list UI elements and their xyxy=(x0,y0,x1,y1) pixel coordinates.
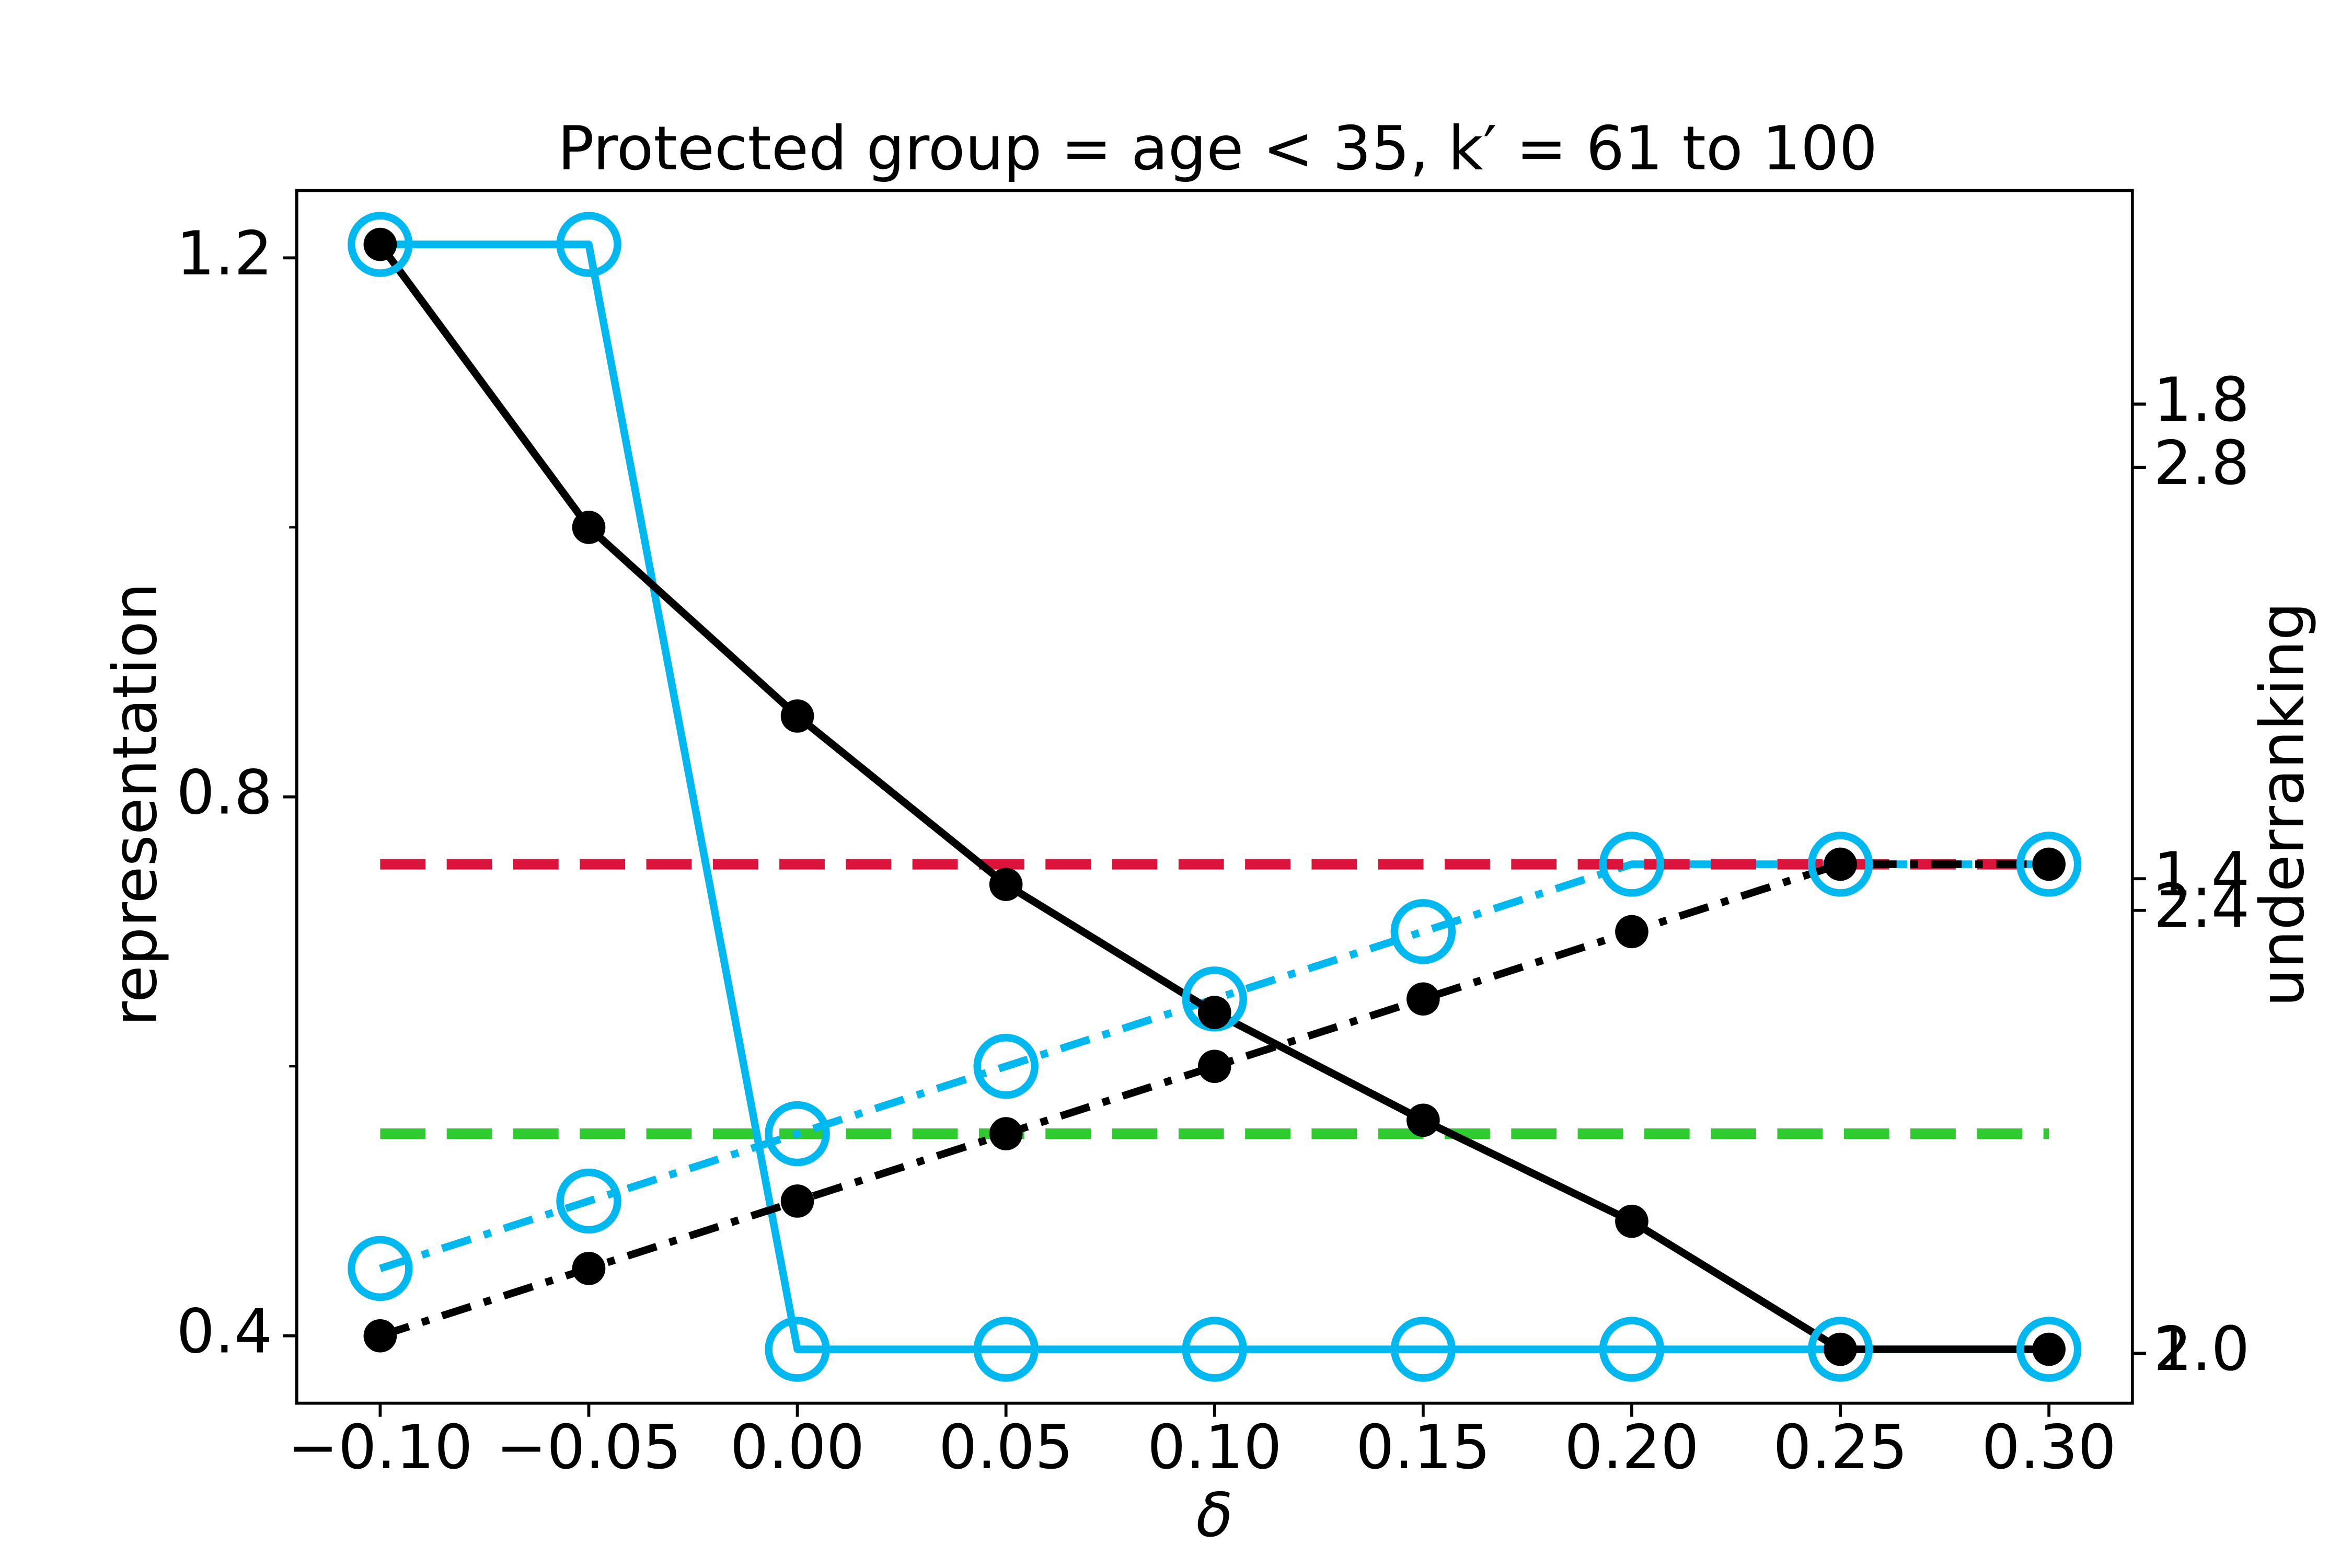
series-line xyxy=(377,242,2049,1353)
marker xyxy=(1807,832,1873,897)
y2-tick-label: 1.8 xyxy=(2153,365,2250,435)
x-tick-label: 0.25 xyxy=(1773,1413,1908,1483)
marker xyxy=(572,511,606,544)
plot-frame xyxy=(295,189,2134,1405)
x-axis-label: δ xyxy=(1196,1481,1233,1551)
marker xyxy=(2032,1332,2066,1366)
y-tick-label: 1.2 xyxy=(176,219,272,289)
marker xyxy=(1824,847,1857,881)
x-tick-label: −0.10 xyxy=(287,1413,473,1483)
marker xyxy=(1197,1050,1231,1083)
y2-tick-label: 1.0 xyxy=(2153,1315,2250,1385)
marker xyxy=(2032,847,2066,881)
chart-title: Protected group = age < 35, k′ = 61 to 1… xyxy=(558,114,1877,184)
marker xyxy=(572,1252,606,1285)
x-tick-label: −0.05 xyxy=(496,1413,682,1483)
marker xyxy=(1390,899,1456,964)
marker xyxy=(363,227,397,261)
marker xyxy=(1807,1317,1873,1382)
marker xyxy=(363,1319,397,1353)
marker xyxy=(780,699,814,733)
marker xyxy=(780,1184,814,1218)
marker xyxy=(2016,832,2082,897)
series-line xyxy=(379,860,2049,1340)
x-tick-label: 0.30 xyxy=(1981,1413,2116,1483)
marker xyxy=(765,1317,830,1382)
marker xyxy=(1615,915,1648,949)
y-tick-label: 0.8 xyxy=(176,758,272,828)
marker xyxy=(989,868,1023,901)
series-line xyxy=(380,240,2049,1353)
marker xyxy=(1197,996,1231,1029)
y2-tick-label: 2.8 xyxy=(2153,429,2250,499)
marker xyxy=(973,1033,1039,1099)
marker xyxy=(765,1101,830,1167)
y2-tick-label: 1.4 xyxy=(2153,840,2250,910)
x-tick-label: 0.00 xyxy=(730,1413,865,1483)
marker xyxy=(348,1236,413,1301)
x-tick-label: 0.10 xyxy=(1147,1413,1282,1483)
marker xyxy=(989,1117,1023,1150)
marker xyxy=(556,212,621,277)
marker xyxy=(1599,832,1665,897)
marker xyxy=(348,212,413,277)
y2-tick-label: 2.0 xyxy=(2153,1315,2250,1385)
y-axis-label: representation xyxy=(101,583,171,1027)
x-tick-label: 0.05 xyxy=(939,1413,1074,1483)
y2-axis-label: underranking xyxy=(2248,602,2318,1007)
marker xyxy=(1406,982,1440,1016)
x-tick-label: 0.15 xyxy=(1356,1413,1491,1483)
marker xyxy=(1182,1317,1247,1382)
marker xyxy=(2016,1317,2082,1382)
marker xyxy=(1824,1332,1857,1366)
marker xyxy=(1406,1103,1440,1137)
y-tick-label: 0.4 xyxy=(176,1297,272,1367)
marker xyxy=(1599,1317,1665,1382)
marker xyxy=(1390,1317,1456,1382)
series-line xyxy=(379,860,2049,1272)
marker xyxy=(973,1317,1039,1382)
marker xyxy=(1615,1204,1648,1238)
x-tick-label: 0.20 xyxy=(1564,1413,1699,1483)
y2-tick-label: 2.4 xyxy=(2153,872,2250,942)
marker xyxy=(556,1168,621,1234)
